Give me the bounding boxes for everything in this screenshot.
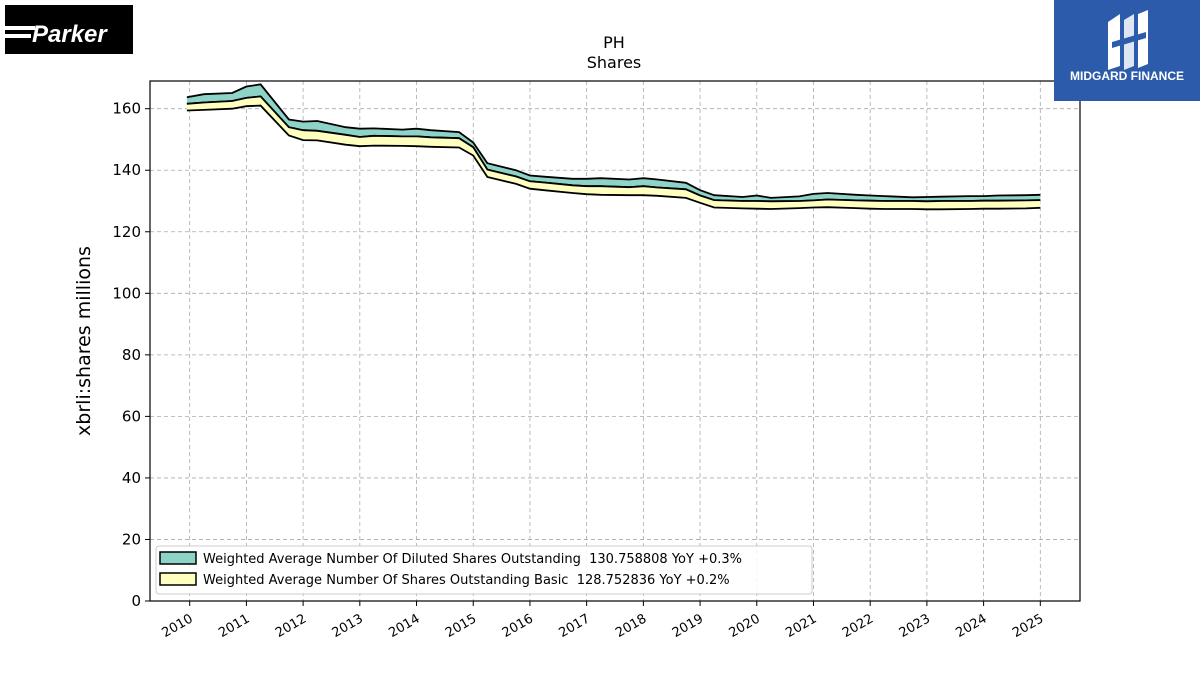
y-axis-label: xbrli:shares millions bbox=[73, 246, 95, 436]
x-tick-label: 2023 bbox=[897, 611, 933, 641]
y-tick-label: 60 bbox=[122, 407, 141, 425]
x-tick-label: 2021 bbox=[783, 611, 819, 641]
x-tick-label: 2022 bbox=[840, 611, 876, 641]
x-tick-label: 2010 bbox=[160, 611, 196, 641]
parker-logo: Parker bbox=[5, 5, 133, 54]
gridlines bbox=[150, 81, 1080, 602]
series-lower-line-1 bbox=[186, 104, 1041, 211]
y-tick-label: 140 bbox=[112, 161, 141, 179]
x-tick-label: 2020 bbox=[727, 611, 763, 641]
y-axis: 0 20 40 60 80 100 120 140 160 bbox=[112, 100, 150, 610]
midgard-logo-mark: MIDGARD FINANCE bbox=[1070, 10, 1184, 83]
y-tick-label: 100 bbox=[112, 284, 141, 302]
midgard-finance-logo: MIDGARD FINANCE bbox=[1054, 0, 1200, 101]
y-tick-label: 120 bbox=[112, 223, 141, 241]
chart-subtitle: Shares bbox=[587, 53, 642, 72]
x-tick-label: 2016 bbox=[500, 611, 536, 641]
legend-label-basic: Weighted Average Number Of Shares Outsta… bbox=[203, 573, 730, 588]
legend-swatch-diluted bbox=[159, 551, 197, 565]
legend-label-diluted: Weighted Average Number Of Diluted Share… bbox=[203, 552, 742, 567]
x-tick-label: 2019 bbox=[670, 611, 706, 641]
series-area-0 bbox=[186, 84, 1041, 202]
x-axis: 2010 2011 2012 2013 2014 2015 2016 2017 2018 2019… bbox=[160, 601, 1046, 641]
x-tick-label: 2024 bbox=[953, 611, 989, 641]
legend-swatch-basic bbox=[159, 572, 197, 586]
y-tick-label: 20 bbox=[122, 530, 141, 548]
y-tick-label: 0 bbox=[131, 592, 141, 610]
series-area-1 bbox=[186, 96, 1041, 210]
parker-logo-text: Parker bbox=[32, 21, 108, 48]
chart-title: PH bbox=[603, 33, 625, 52]
x-tick-label: 2018 bbox=[613, 611, 649, 641]
series-upper-line-0 bbox=[186, 83, 1041, 199]
x-tick-label: 2013 bbox=[330, 611, 366, 641]
y-tick-label: 80 bbox=[122, 346, 141, 364]
series-areas bbox=[186, 83, 1041, 211]
midgard-logo-text: MIDGARD FINANCE bbox=[1070, 69, 1184, 83]
series-upper-line-1 bbox=[186, 95, 1041, 203]
x-tick-label: 2014 bbox=[386, 611, 422, 641]
x-tick-label: 2025 bbox=[1010, 611, 1046, 641]
x-tick-label: 2011 bbox=[216, 611, 252, 641]
legend: Weighted Average Number Of Diluted Share… bbox=[155, 545, 813, 595]
plot-frame bbox=[149, 80, 1081, 602]
x-tick-label: 2017 bbox=[556, 611, 592, 641]
legend-box bbox=[155, 545, 813, 595]
y-tick-label: 160 bbox=[112, 100, 141, 118]
x-tick-label: 2012 bbox=[273, 611, 309, 641]
x-tick-label: 2015 bbox=[443, 611, 479, 641]
y-tick-label: 40 bbox=[122, 469, 141, 487]
parker-logo-mark: Parker bbox=[5, 21, 108, 48]
